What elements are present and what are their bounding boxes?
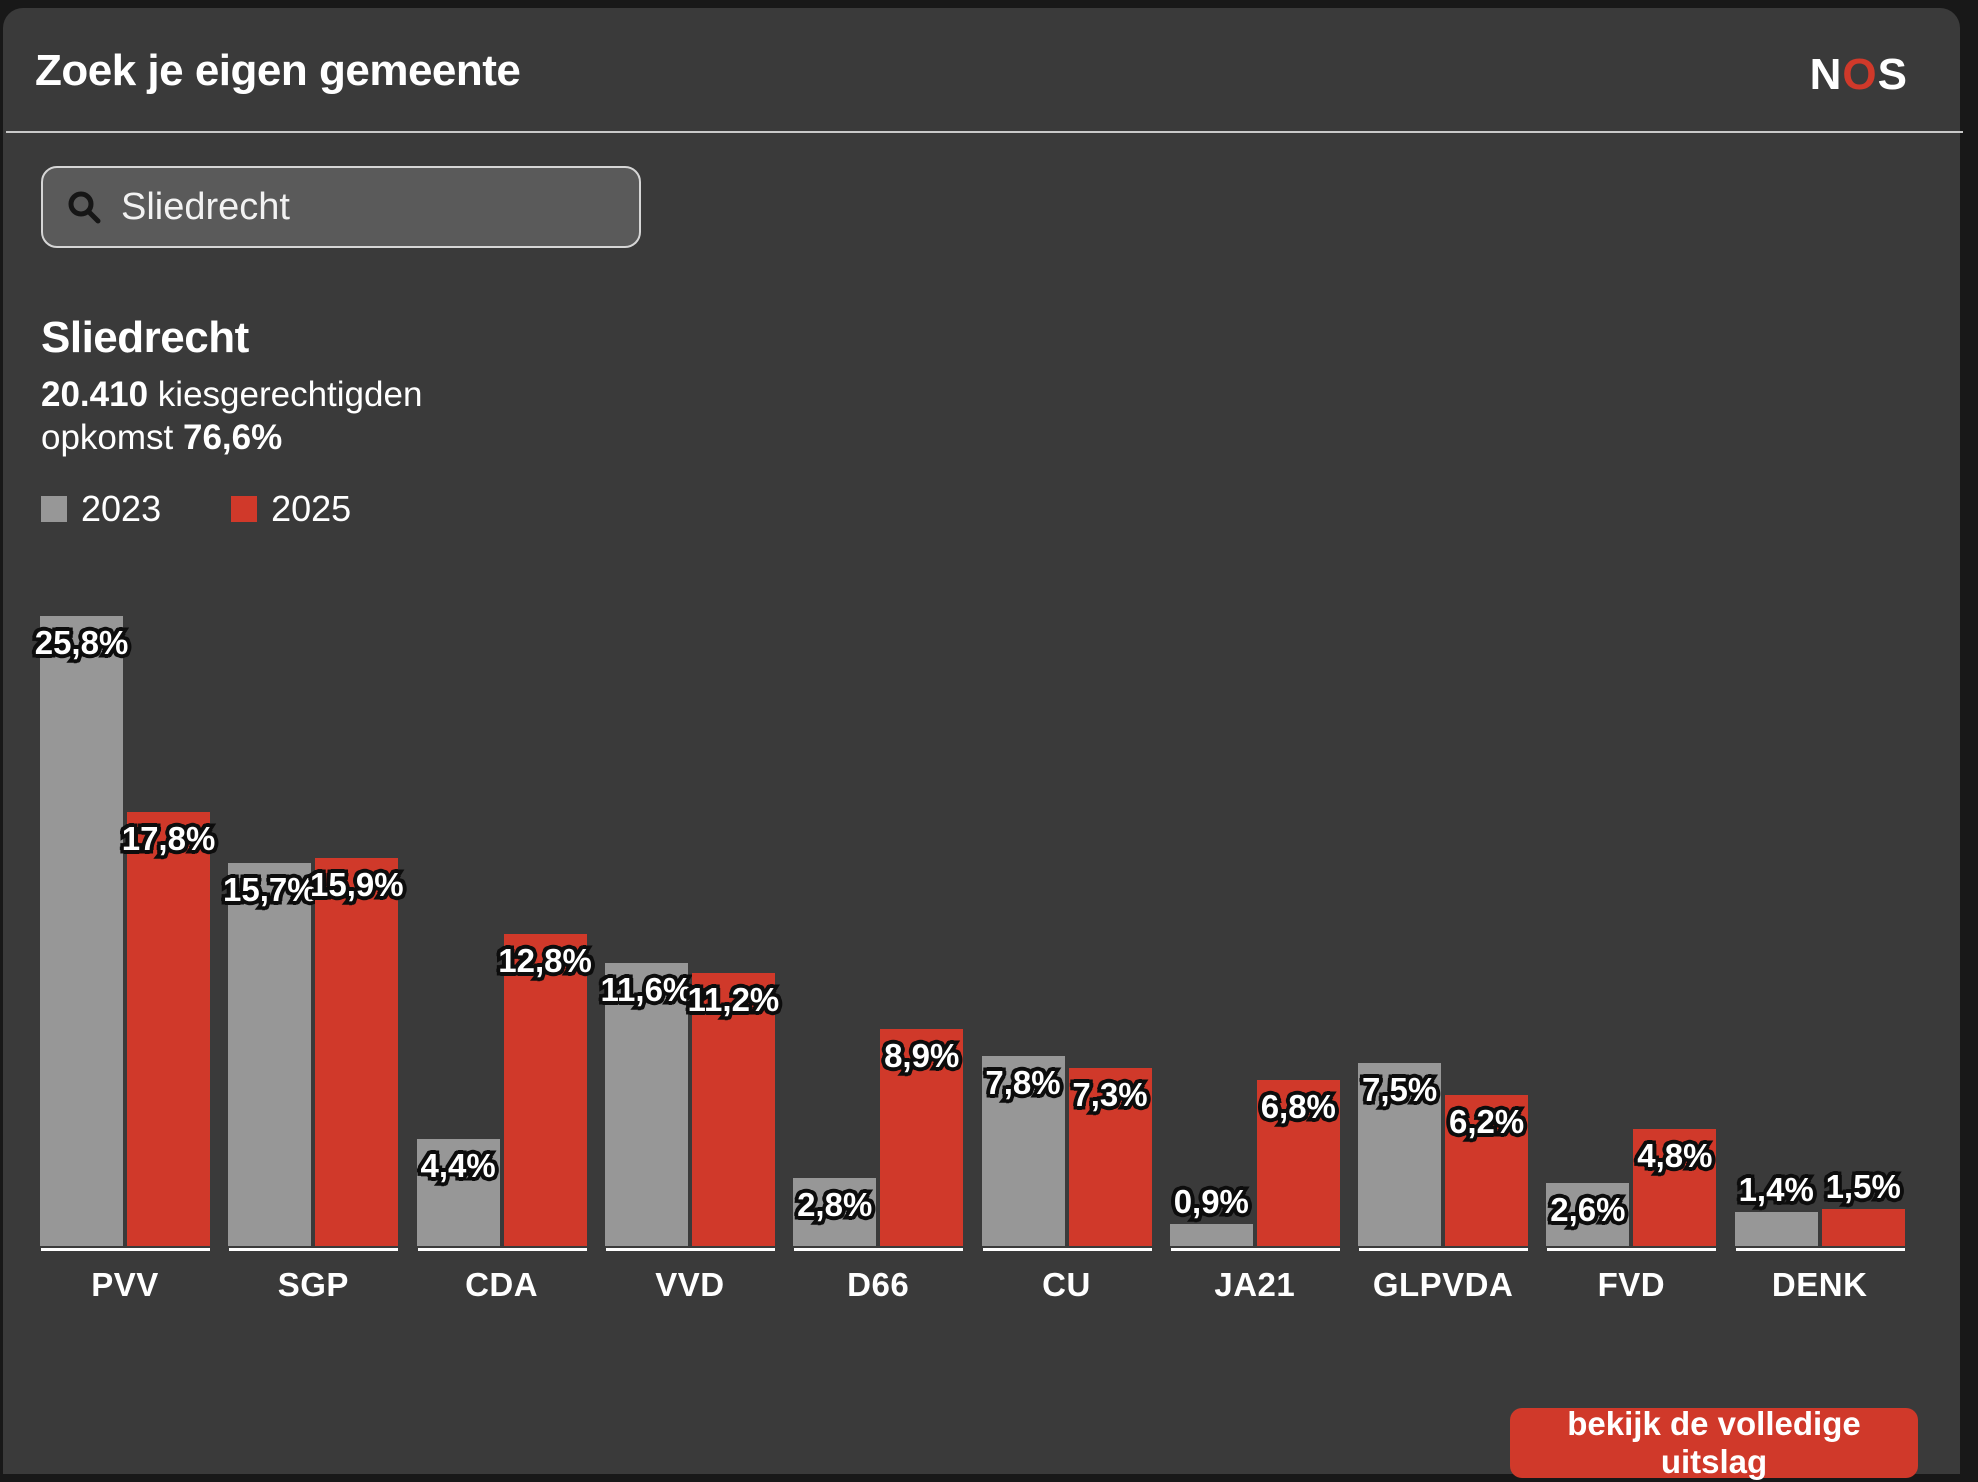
bar-value-2023-SGP: 15,7%	[220, 869, 321, 910]
bar-2023-CDA	[416, 1139, 500, 1246]
bar-value-2023-FVD: 2,6%	[1547, 1189, 1629, 1230]
bar-value-2025-VVD: 11,2%	[684, 979, 783, 1020]
party-label-D66: D66	[847, 1266, 910, 1303]
turnout-label: opkomst	[41, 418, 183, 457]
legend-item-2023: 2023	[41, 488, 161, 530]
party-label-FVD: FVD	[1597, 1266, 1666, 1303]
nos-logo-n: N	[1809, 50, 1843, 99]
party-label-GLPVDA: GLPVDA	[1372, 1266, 1514, 1303]
bar-value-2025-DENK: 1,5%	[1822, 1166, 1904, 1207]
legend-label-2025: 2025	[271, 488, 352, 529]
bar-2025-D66	[880, 1029, 964, 1246]
bar-2023-FVD	[1546, 1183, 1630, 1246]
bar-value-2025-FVD: 4,8%	[1634, 1135, 1716, 1176]
search-input[interactable]	[119, 184, 615, 230]
bar-2025-FVD	[1633, 1129, 1717, 1246]
bar-2025-VVD	[691, 973, 775, 1246]
group-baseline-DENK	[1735, 1248, 1905, 1251]
turnout-line: opkomst 76,6%	[41, 416, 422, 459]
municipality-stats: 20.410 kiesgerechtigden opkomst 76,6%	[41, 373, 422, 459]
nos-logo-s: S	[1877, 50, 1908, 99]
bar-value-2023-CDA: 4,4%	[417, 1145, 499, 1186]
party-label-CDA: CDA	[465, 1266, 539, 1303]
voters-value: 20.410	[41, 375, 149, 414]
voters-label: kiesgerechtigden	[148, 375, 423, 414]
bar-2023-DENK	[1734, 1212, 1818, 1246]
group-baseline-CU	[982, 1248, 1152, 1251]
bar-value-2023-CU: 7,8%	[982, 1062, 1064, 1103]
legend-swatch-2023	[41, 496, 67, 522]
group-baseline-JA21	[1170, 1248, 1340, 1251]
bar-value-2025-JA21: 6,8%	[1257, 1086, 1339, 1127]
bar-value-2023-GLPVDA: 7,5%	[1358, 1069, 1440, 1110]
party-label-CU: CU	[1042, 1266, 1091, 1303]
turnout-value: 76,6%	[183, 418, 283, 457]
voters-line: 20.410 kiesgerechtigden	[41, 373, 422, 416]
nos-logo-o: O	[1842, 50, 1878, 99]
party-label-DENK: DENK	[1771, 1266, 1868, 1303]
page-title: Zoek je eigen gemeente	[35, 46, 521, 95]
bar-2023-JA21	[1169, 1224, 1253, 1246]
bar-2025-CU	[1068, 1068, 1152, 1246]
group-baseline-D66	[794, 1248, 964, 1251]
bar-2025-JA21	[1256, 1080, 1340, 1246]
bar-value-2023-DENK: 1,4%	[1735, 1169, 1817, 1210]
widget-card: Zoek je eigen gemeente NOS Sliedrecht 20…	[3, 8, 1963, 1480]
full-results-button[interactable]: bekijk de volledige uitslag	[1510, 1405, 1918, 1480]
bar-value-2025-SGP: 15,9%	[307, 864, 408, 905]
group-baseline-PVV	[41, 1248, 210, 1251]
search-box[interactable]	[41, 166, 641, 248]
bar-2023-PVV	[40, 616, 123, 1246]
group-baseline-SGP	[229, 1248, 399, 1251]
party-label-VVD: VVD	[655, 1266, 725, 1303]
legend-label-2023: 2023	[81, 488, 162, 529]
chart-legend: 2023 2025	[41, 488, 351, 530]
nos-logo: NOS	[1810, 50, 1908, 100]
bar-value-2025-PVV: 17,8%	[118, 818, 219, 859]
bar-value-2023-JA21: 0,9%	[1170, 1181, 1252, 1222]
bar-value-2023-VVD: 11,6%	[597, 969, 696, 1010]
search-icon	[68, 191, 101, 224]
legend-swatch-2025	[231, 496, 258, 522]
group-baseline-FVD	[1547, 1248, 1717, 1251]
bar-value-2025-CU: 7,3%	[1069, 1074, 1151, 1115]
bar-2025-GLPVDA	[1445, 1095, 1529, 1246]
bar-2025-CDA	[503, 934, 587, 1246]
bar-2023-D66	[793, 1178, 877, 1246]
bar-2023-GLPVDA	[1358, 1063, 1442, 1246]
bar-2025-SGP	[315, 858, 399, 1246]
party-label-SGP: SGP	[277, 1266, 349, 1303]
bar-value-2025-D66: 8,9%	[881, 1035, 963, 1076]
bar-2025-PVV	[127, 812, 210, 1246]
group-baseline-CDA	[417, 1248, 587, 1251]
bar-2023-VVD	[604, 963, 688, 1246]
bar-value-2025-GLPVDA: 6,2%	[1445, 1101, 1527, 1142]
bar-2025-DENK	[1821, 1209, 1905, 1246]
bar-value-2023-D66: 2,8%	[794, 1184, 876, 1225]
bar-value-2023-PVV: 25,8%	[31, 622, 132, 663]
bar-2023-SGP	[228, 863, 312, 1246]
party-label-PVV: PVV	[91, 1266, 159, 1303]
party-label-JA21: JA21	[1214, 1266, 1296, 1303]
bar-value-2025-CDA: 12,8%	[495, 940, 596, 981]
legend-item-2025: 2025	[231, 488, 351, 530]
header-divider	[6, 131, 1963, 133]
group-baseline-VVD	[605, 1248, 775, 1251]
bar-2023-CU	[981, 1056, 1065, 1246]
municipality-name: Sliedrecht	[41, 313, 249, 362]
group-baseline-GLPVDA	[1359, 1248, 1529, 1251]
